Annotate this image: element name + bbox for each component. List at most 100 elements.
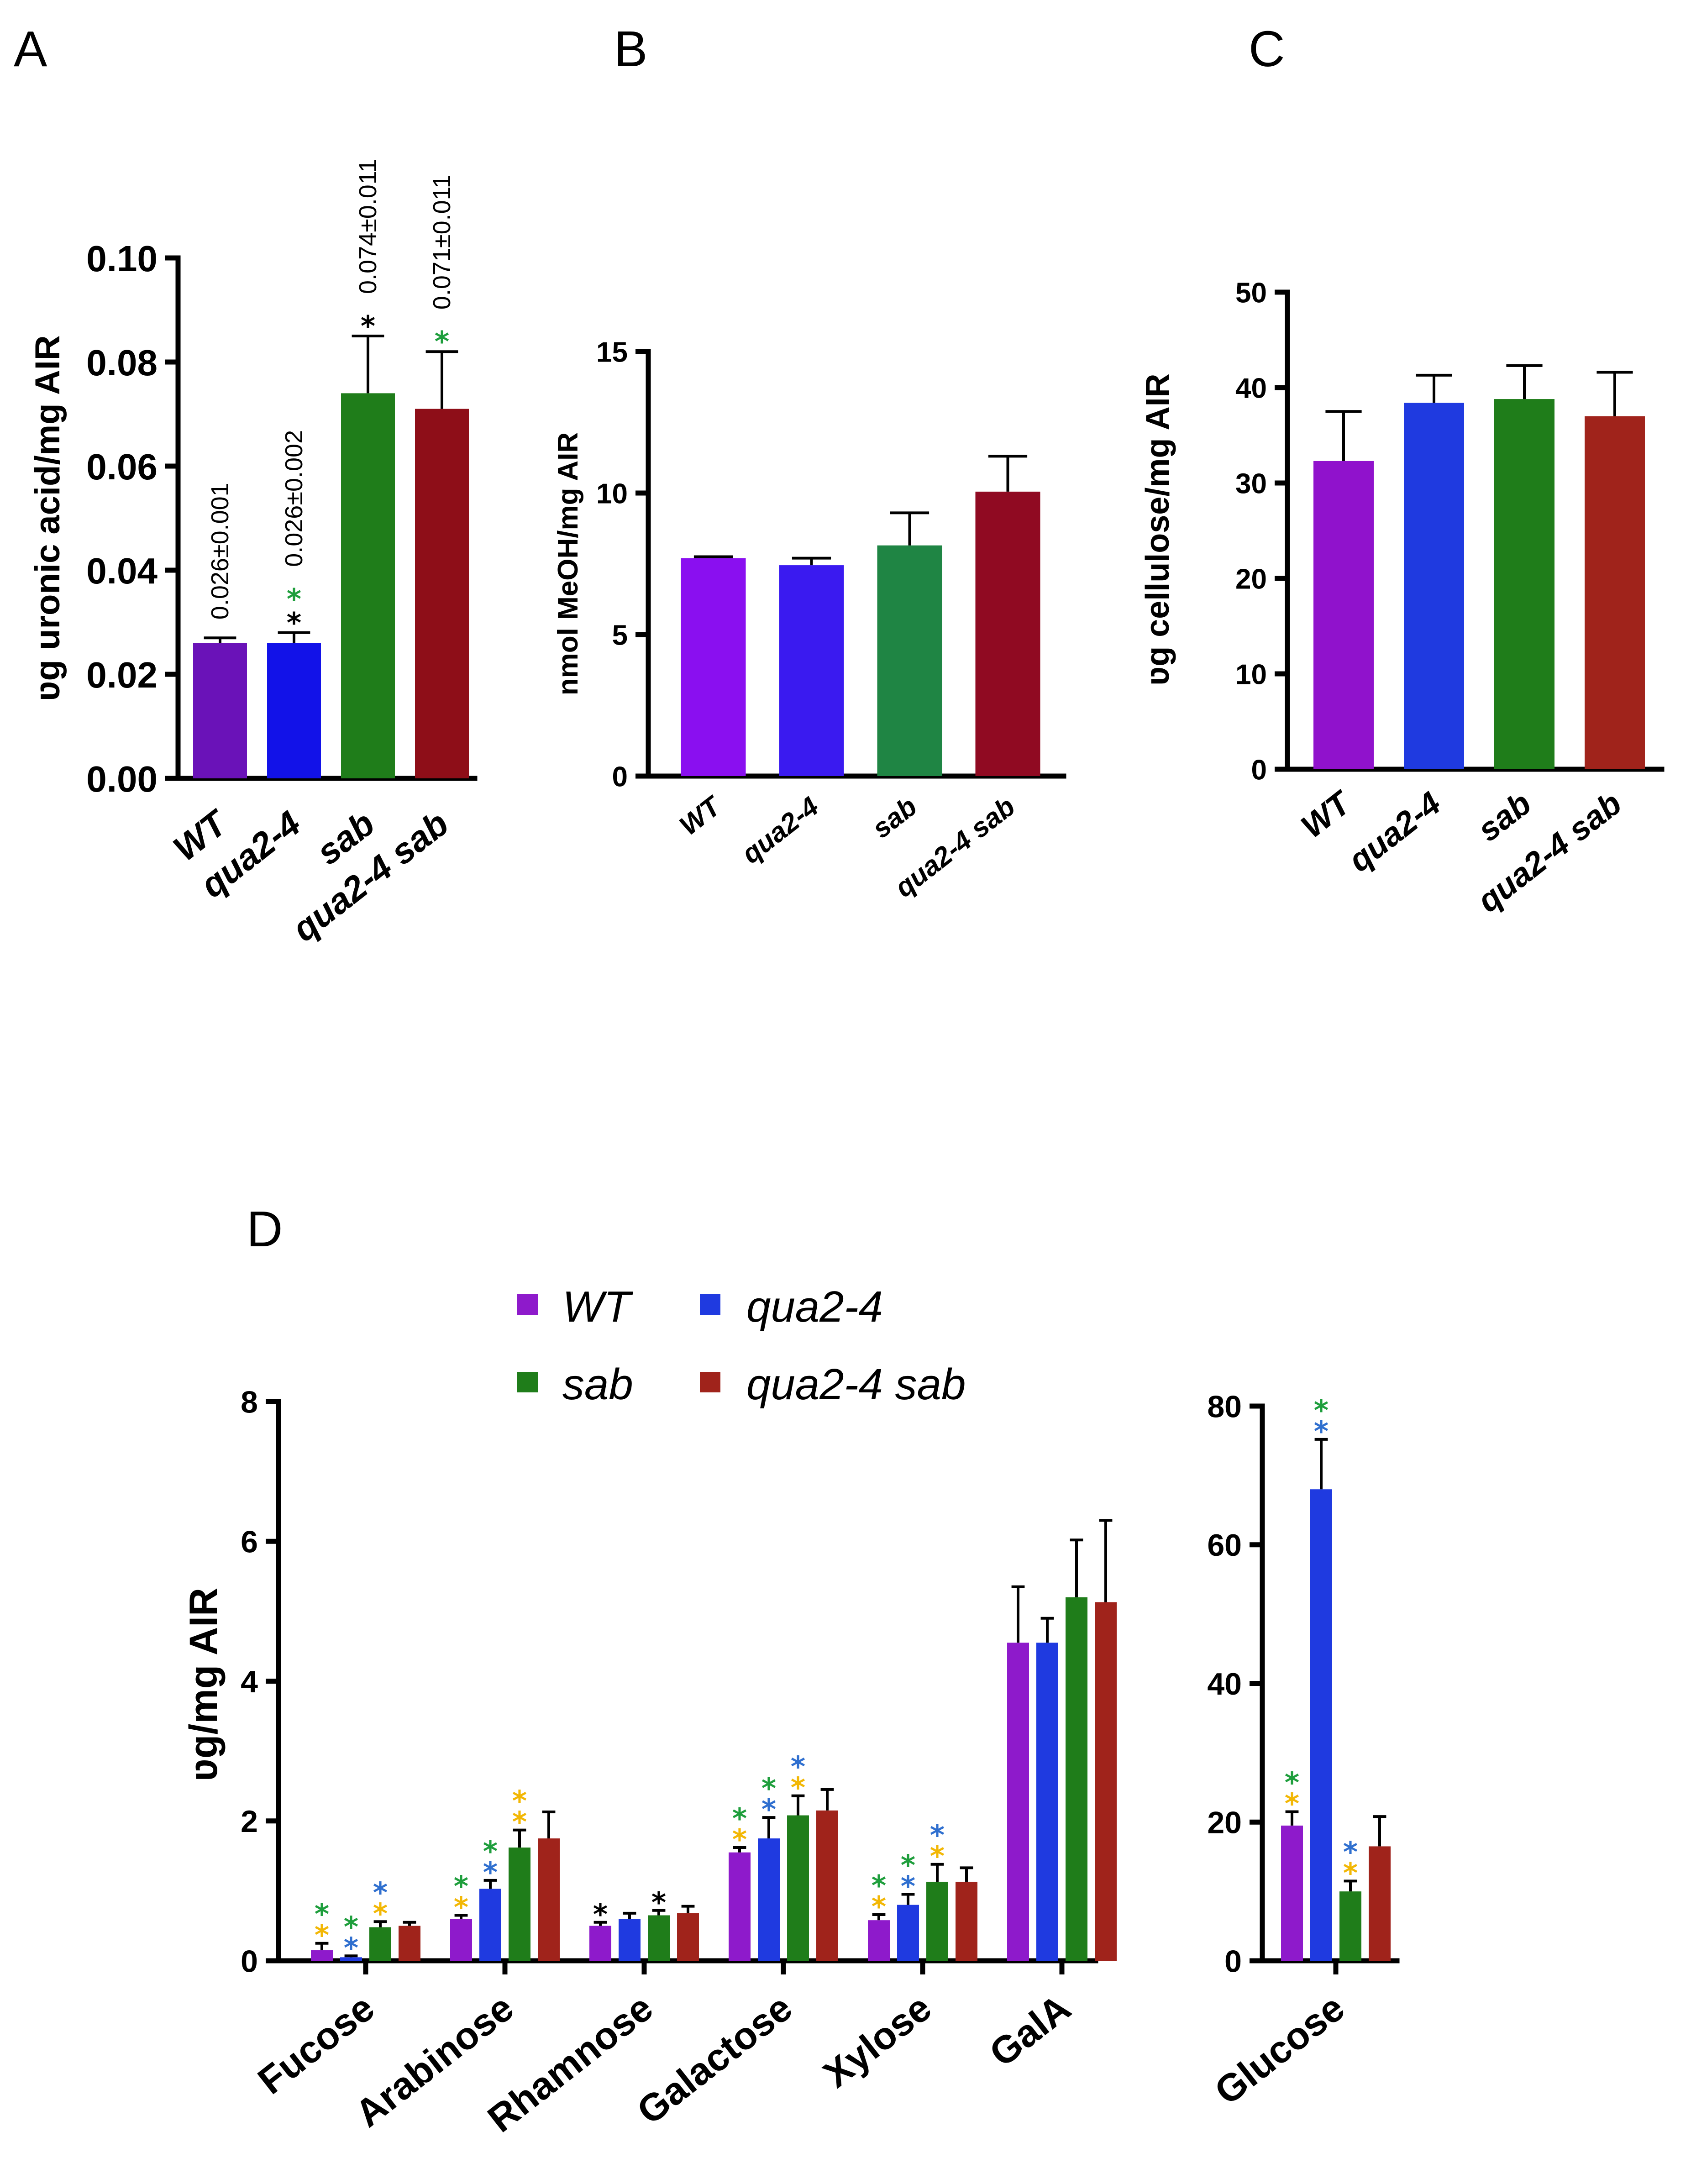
panel-d-bar (868, 1920, 890, 1961)
panel-b-y-tick-label: 5 (612, 620, 628, 651)
panel-d-y-tick-label: 8 (241, 1385, 258, 1419)
panel-c-y-tick-label: 0 (1251, 754, 1267, 786)
panel-b-bar (877, 545, 942, 776)
panel-c-category-label: qua2-4 (1342, 785, 1448, 879)
panel-c-bar (1313, 461, 1374, 769)
panel-a-significance-star: * (287, 606, 301, 640)
legend-swatch-qua2-4 (700, 1294, 720, 1315)
panel-e-bar (1339, 1891, 1361, 1961)
panel-e-significance-star: * (1285, 1787, 1299, 1820)
panel-d-significance-star: * (761, 1793, 776, 1826)
panel-d-significance-star: * (483, 1856, 498, 1889)
panel-a-y-tick-label: 0.08 (86, 342, 158, 383)
panel-d-significance-star: * (512, 1806, 527, 1839)
panel-e-category-label: Glucose (1207, 1986, 1352, 2113)
panel-d-bar (538, 1838, 560, 1961)
panel-e-y-tick-label: 60 (1207, 1528, 1242, 1563)
panel-d-category-label: GalA (982, 1986, 1078, 2075)
panel-d-bar (729, 1852, 751, 1961)
panel-d-significance-star: * (732, 1823, 747, 1856)
panel-d-bar (926, 1881, 948, 1961)
panel-e-bar (1310, 1489, 1332, 1961)
panel-c-y-tick-label: 30 (1235, 468, 1267, 499)
panel-c-category-label: WT (1294, 783, 1359, 845)
panel-d-significance-star: * (373, 1897, 388, 1930)
panel-d-bar (816, 1810, 838, 1961)
legend-swatch-wt (517, 1294, 538, 1315)
panel-d-y-tick-label: 4 (241, 1664, 258, 1699)
panel-d-category-label: Xylose (815, 1986, 939, 2096)
panel-d-bar (1036, 1643, 1058, 1961)
panel-d-bar (1095, 1602, 1117, 1961)
panel-d-significance-star: * (593, 1898, 608, 1931)
panel-e-significance-star: * (1314, 1394, 1329, 1427)
panel-b-y-tick-label: 0 (612, 761, 628, 793)
panel-a-value-annotation: 0.026±0.001 (206, 483, 234, 620)
panel-a-y-tick-label: 0.04 (86, 551, 158, 591)
panel-d-significance-star: * (761, 1772, 776, 1805)
panel-a-significance-star: * (287, 583, 301, 616)
panel-a-y-tick-label: 0.02 (86, 655, 158, 695)
panel-c-bar (1404, 403, 1464, 769)
panel-d-bar (369, 1927, 391, 1961)
panel-d-y-tick-label: 6 (241, 1525, 258, 1559)
panel-d-bar (589, 1926, 611, 1961)
panel-a-significance-star: * (361, 310, 375, 343)
panel-d-bar (619, 1919, 641, 1961)
legend-label-wt: WT (562, 1282, 634, 1331)
legend-label-sab: sab (562, 1360, 633, 1409)
legend-swatch-sab (517, 1372, 538, 1392)
panel-b-y-tick-label: 15 (596, 336, 628, 368)
panel-d-bar (648, 1915, 670, 1961)
panel-a-value-annotation: 0.074±0.011 (354, 159, 382, 294)
panel-c-y-axis-label: ʋg cellulose/mg AIR (1140, 373, 1176, 685)
panel-b-bar (779, 565, 844, 776)
panel-d-bar (399, 1926, 420, 1961)
panel-a-y-axis-label: ʋg uronic acid/mg AIR (28, 335, 67, 701)
panel-d-bar (311, 1950, 333, 1961)
panel-d-category-label: Fucose (250, 1986, 382, 2102)
panel-d-bar (758, 1838, 780, 1961)
panel-e-significance-star: * (1285, 1766, 1299, 1799)
panel-d-significance-star: * (901, 1870, 915, 1903)
panel-d-significance-star: * (512, 1785, 527, 1818)
panel-d-bar (897, 1905, 919, 1961)
panel-e-y-tick-label: 40 (1207, 1667, 1242, 1701)
panel-d-bar (1066, 1597, 1087, 1961)
panel-c-y-tick-label: 10 (1235, 659, 1267, 690)
panel-b-bar (975, 491, 1040, 776)
legend-label-qua2-4: qua2-4 (746, 1282, 883, 1331)
chart-a-uronic-acid: 0.00 0.02 0.04 0.06 0.08 0.10 ʋg uronic acid/m… (28, 159, 478, 949)
panel-d-bar (677, 1913, 699, 1961)
panel-d-category-label: Galactose (629, 1986, 800, 2132)
panel-a-y-tick-label: 0.00 (86, 759, 158, 799)
panel-d-significance-star: * (791, 1771, 805, 1805)
panel-label-a: A (14, 21, 47, 77)
panel-b-y-axis-label: nmol MeOH/mg AIR (552, 432, 584, 695)
panel-a-value-annotation: 0.026±0.002 (280, 430, 308, 567)
panel-e-bar (1369, 1846, 1391, 1961)
panel-a-bar (267, 643, 321, 778)
panel-c-bar (1585, 416, 1645, 769)
panel-b-bar (681, 558, 746, 776)
panel-c-y-tick-label: 20 (1235, 563, 1267, 595)
panel-d-bar (340, 1957, 362, 1961)
panel-d-significance-star: * (454, 1890, 468, 1924)
panel-d-significance-star: * (373, 1876, 388, 1909)
panel-d-significance-star: * (791, 1750, 805, 1784)
panel-a-y-tick-label: 0.10 (86, 238, 158, 279)
panel-d-significance-star: * (872, 1890, 886, 1923)
panel-d-bar (509, 1847, 530, 1961)
panel-d-significance-star: * (901, 1849, 915, 1882)
panel-d-significance-star: * (344, 1910, 358, 1943)
panel-c-category-label: sab (1471, 785, 1538, 849)
panel-e-y-tick-label: 80 (1207, 1389, 1242, 1424)
panel-d-significance-star: * (732, 1802, 747, 1835)
panel-b-category-label: WT (674, 790, 728, 841)
panel-d-significance-star: * (315, 1898, 329, 1931)
panel-d-bar (479, 1889, 501, 1961)
